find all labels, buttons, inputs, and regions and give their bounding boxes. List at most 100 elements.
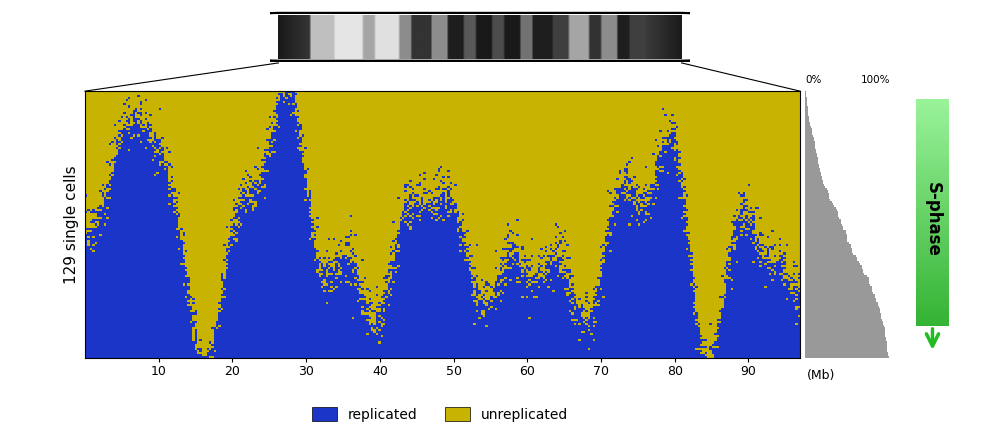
Bar bbox=[916, 290, 949, 292]
Bar bbox=[916, 294, 949, 296]
Y-axis label: 129 single cells: 129 single cells bbox=[64, 165, 79, 284]
Bar bbox=[805, 230, 846, 232]
Bar bbox=[805, 172, 821, 174]
Bar bbox=[805, 345, 887, 348]
Bar bbox=[916, 220, 949, 222]
Bar bbox=[805, 288, 872, 290]
Bar bbox=[805, 333, 885, 335]
Bar bbox=[916, 278, 949, 281]
Bar bbox=[805, 321, 883, 323]
Bar bbox=[916, 272, 949, 274]
Bar bbox=[805, 126, 811, 128]
Bar bbox=[805, 294, 875, 296]
Bar bbox=[805, 112, 808, 114]
Bar bbox=[805, 221, 841, 224]
Bar bbox=[805, 248, 852, 250]
Bar bbox=[805, 105, 808, 108]
Bar bbox=[805, 116, 809, 118]
Bar bbox=[805, 283, 870, 286]
Bar bbox=[916, 317, 949, 319]
Bar bbox=[805, 325, 884, 327]
Bar bbox=[916, 322, 949, 324]
Bar bbox=[916, 247, 949, 249]
Bar bbox=[805, 139, 814, 141]
Bar bbox=[916, 102, 949, 104]
Bar bbox=[916, 115, 949, 117]
Bar bbox=[805, 201, 832, 203]
Bar bbox=[805, 335, 885, 337]
Bar bbox=[916, 106, 949, 108]
Text: (Mb): (Mb) bbox=[807, 369, 836, 382]
Bar bbox=[916, 149, 949, 151]
Bar bbox=[916, 183, 949, 185]
Bar bbox=[916, 167, 949, 170]
Bar bbox=[916, 147, 949, 149]
Bar bbox=[805, 224, 842, 226]
Bar bbox=[916, 231, 949, 233]
Bar bbox=[805, 95, 806, 97]
Bar bbox=[805, 182, 823, 184]
Bar bbox=[916, 224, 949, 226]
Bar bbox=[805, 352, 888, 354]
Bar bbox=[805, 147, 815, 149]
Bar bbox=[916, 206, 949, 208]
Bar bbox=[916, 210, 949, 213]
Bar bbox=[916, 319, 949, 322]
Bar bbox=[805, 275, 867, 277]
Bar bbox=[805, 145, 815, 147]
Bar bbox=[805, 203, 833, 205]
Bar bbox=[916, 194, 949, 197]
Bar bbox=[805, 217, 839, 220]
Bar bbox=[805, 354, 888, 356]
Bar bbox=[916, 142, 949, 145]
Bar bbox=[916, 99, 949, 102]
Bar bbox=[805, 279, 869, 282]
Bar bbox=[916, 104, 949, 106]
Bar bbox=[805, 296, 875, 298]
Bar bbox=[805, 310, 880, 312]
Bar bbox=[916, 111, 949, 113]
Bar bbox=[805, 244, 851, 247]
Bar bbox=[805, 329, 885, 331]
Bar bbox=[805, 159, 818, 161]
Text: S-phase: S-phase bbox=[923, 182, 941, 256]
Bar bbox=[916, 170, 949, 172]
Bar bbox=[805, 236, 847, 238]
Bar bbox=[916, 296, 949, 299]
Bar bbox=[805, 193, 829, 194]
Bar bbox=[916, 190, 949, 192]
Bar bbox=[916, 265, 949, 267]
Bar bbox=[916, 119, 949, 122]
Bar bbox=[805, 151, 816, 153]
Bar bbox=[805, 228, 843, 230]
Bar bbox=[805, 255, 856, 256]
Bar bbox=[805, 282, 869, 283]
Bar bbox=[916, 192, 949, 194]
Bar bbox=[805, 256, 857, 259]
Bar bbox=[805, 114, 808, 116]
Bar bbox=[805, 242, 849, 244]
Bar bbox=[805, 166, 819, 168]
Bar bbox=[805, 261, 859, 263]
Bar bbox=[805, 199, 830, 201]
Bar bbox=[916, 128, 949, 131]
Bar bbox=[916, 233, 949, 235]
Bar bbox=[805, 309, 880, 310]
Bar bbox=[805, 205, 834, 207]
Bar bbox=[805, 91, 806, 93]
Bar bbox=[805, 178, 822, 180]
Bar bbox=[916, 213, 949, 215]
Bar bbox=[805, 118, 809, 120]
Bar bbox=[916, 197, 949, 199]
Bar bbox=[805, 342, 887, 344]
Bar bbox=[916, 251, 949, 253]
Bar bbox=[805, 247, 851, 248]
Bar bbox=[805, 128, 812, 131]
Bar bbox=[805, 269, 863, 271]
Bar bbox=[916, 324, 949, 326]
Bar bbox=[805, 356, 889, 358]
Bar bbox=[805, 273, 864, 275]
Bar bbox=[805, 327, 885, 329]
Bar bbox=[805, 348, 887, 350]
Bar bbox=[805, 220, 841, 221]
